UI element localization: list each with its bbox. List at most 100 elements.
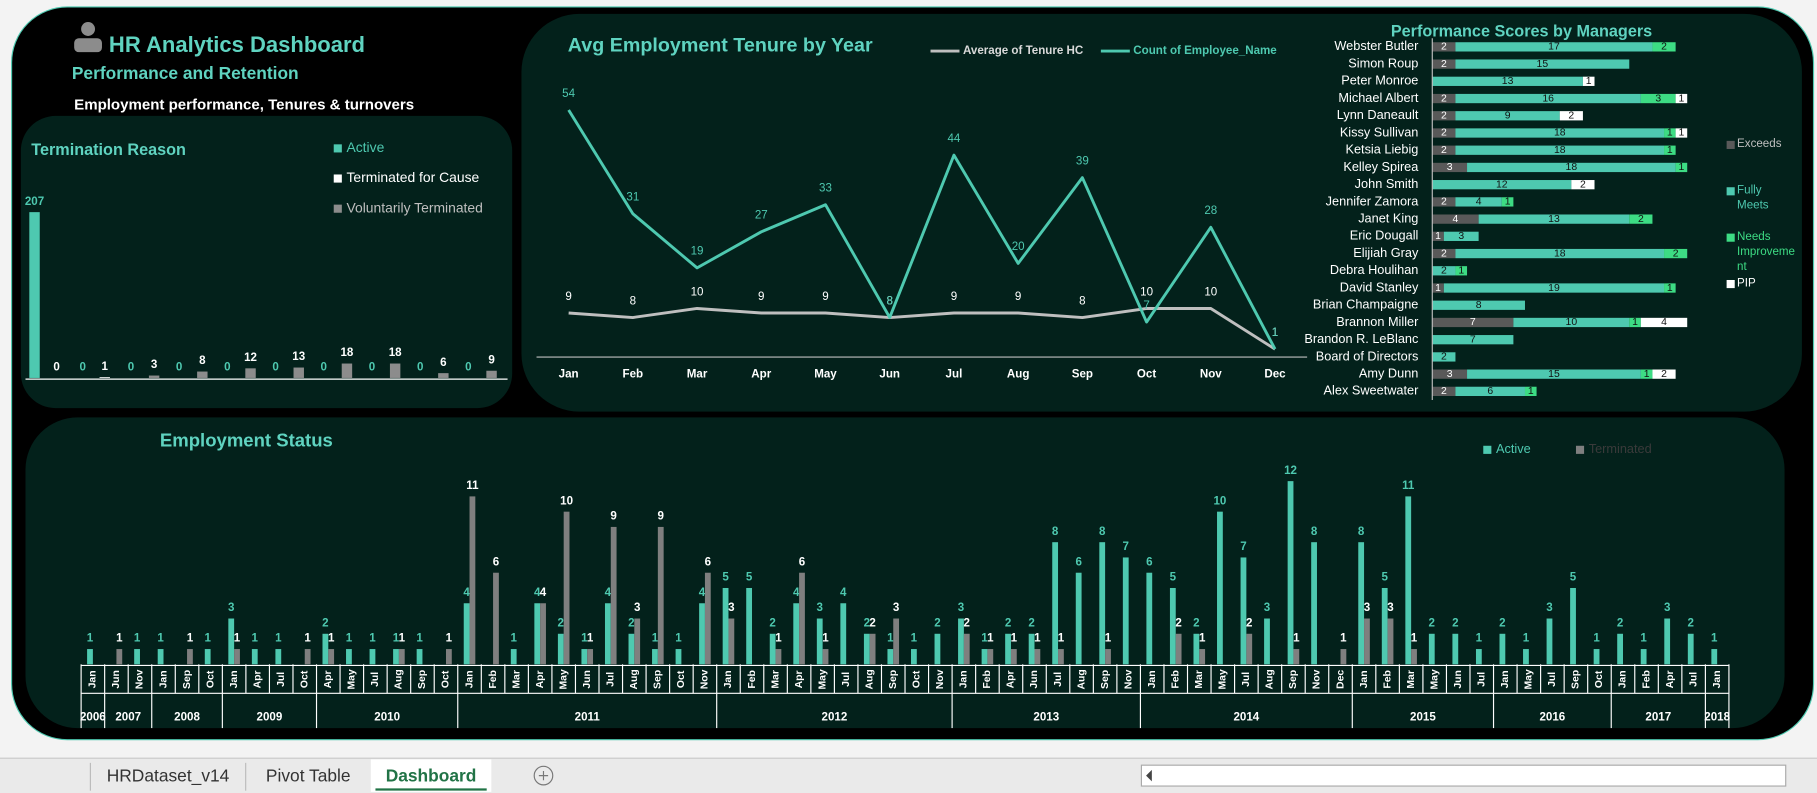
data-label: 1: [1435, 283, 1441, 294]
bar: [1387, 618, 1394, 665]
bar-segment: [1582, 76, 1595, 86]
data-label: 2: [1441, 197, 1447, 208]
x-tick-label: Jan: [1359, 670, 1370, 688]
x-group-label: 2007: [115, 712, 141, 724]
horizontal-scrollbar[interactable]: [1140, 764, 1787, 787]
bar: [587, 649, 594, 665]
data-label: 6: [705, 556, 712, 568]
chart-title: Performance Scores by Managers: [1391, 23, 1652, 41]
data-label: 1: [399, 633, 406, 645]
bar-segment: [1675, 128, 1688, 138]
data-label: 16: [1542, 93, 1554, 104]
bar: [610, 526, 617, 665]
bar-segment: [1432, 386, 1456, 397]
data-label: 7: [1470, 317, 1476, 328]
x-tick-label: Feb: [1382, 670, 1393, 689]
legend-text: Count of Employee_Name: [1133, 45, 1277, 57]
data-label: 9: [565, 291, 571, 303]
sheet-tab[interactable]: Pivot Table: [266, 765, 351, 785]
logo: [74, 22, 102, 53]
data-label: 5: [1381, 572, 1388, 584]
bar: [1246, 633, 1253, 665]
data-label: 3: [228, 602, 235, 614]
x-tick-label: Jul: [841, 672, 852, 687]
panel: [20, 115, 513, 409]
data-label: 0: [272, 362, 278, 374]
sheet-tab[interactable]: Dashboard: [386, 765, 477, 785]
data-label: 3: [1387, 602, 1394, 614]
x-group-label: 2009: [257, 712, 283, 724]
sheet-tabs: HRDataset_v14 Pivot Table Dashboard: [0, 757, 1817, 793]
bar: [775, 649, 782, 665]
add-sheet-button[interactable]: [533, 765, 554, 786]
legend-swatch: [1726, 140, 1735, 149]
sheet-tab[interactable]: HRDataset_v14: [107, 765, 230, 785]
bar: [1428, 633, 1435, 665]
y-tick-label: Amy Dunn: [1359, 365, 1418, 380]
bar: [910, 649, 917, 665]
x-tick-label: Jan: [1712, 670, 1723, 688]
bar: [1358, 542, 1365, 665]
legend-entry: PIP: [1737, 277, 1756, 290]
data-label: 1: [911, 633, 918, 645]
legend-text: Terminated: [1589, 441, 1652, 456]
x-group-label: 2015: [1410, 712, 1436, 724]
bar: [981, 649, 988, 665]
bar: [346, 649, 352, 665]
bar-segment: [1432, 93, 1456, 104]
data-label: 31: [626, 192, 639, 204]
bar-segment: [1675, 93, 1688, 104]
data-label: 2: [1617, 617, 1623, 629]
bar: [148, 375, 160, 378]
bar: [1570, 587, 1576, 665]
x-tick-label: Aug: [394, 669, 405, 689]
data-label: 2: [1246, 617, 1252, 629]
bar-segment: [1432, 266, 1456, 276]
x-tick-label: Jan: [1500, 670, 1511, 688]
y-tick-label: David Stanley: [1340, 279, 1419, 294]
data-label: 2: [1441, 59, 1447, 70]
data-label: 1: [369, 633, 376, 645]
data-label: 15: [1548, 369, 1560, 380]
data-label: 2: [1441, 93, 1447, 104]
data-label: 4: [540, 587, 547, 599]
bar-segment: [1524, 386, 1537, 397]
data-label: 28: [1204, 205, 1217, 217]
data-label: 1: [1105, 633, 1112, 645]
data-label: 2: [558, 617, 564, 629]
bar-segment: [1664, 145, 1676, 155]
y-tick-label: Simon Roup: [1348, 55, 1418, 70]
data-label: 10: [1566, 317, 1578, 328]
data-label: 8: [1358, 526, 1365, 538]
data-label: 1: [102, 361, 109, 373]
data-label: 1: [675, 633, 682, 645]
x-tick-label: Oct: [912, 670, 923, 688]
data-label: 1: [587, 633, 594, 645]
data-label: 4: [605, 587, 612, 599]
x-group-label: 2010: [374, 712, 400, 724]
bar: [245, 368, 256, 378]
data-label: 1: [1632, 317, 1638, 328]
data-label: 5: [722, 572, 729, 584]
bar: [1287, 481, 1294, 665]
data-label: 3: [728, 602, 735, 614]
bar: [398, 649, 405, 665]
data-label: 2: [1441, 128, 1447, 139]
data-label: 1: [393, 633, 400, 645]
line-series: [567, 109, 1277, 350]
data-label: 8: [1099, 526, 1106, 538]
bar: [1617, 633, 1624, 665]
x-tick-label: Feb: [488, 670, 499, 689]
data-label: 1: [1644, 369, 1650, 380]
scroll-left[interactable]: [1146, 769, 1152, 782]
y-tick-label: Debra Houlihan: [1330, 262, 1418, 277]
y-tick-label: Webster Butler: [1334, 38, 1419, 53]
bar: [1381, 587, 1388, 665]
bar: [1075, 572, 1082, 665]
bar: [116, 649, 123, 665]
x-tick-label: Feb: [1170, 670, 1181, 689]
data-label: 3: [1447, 162, 1453, 173]
bar: [1664, 618, 1671, 665]
bar: [963, 633, 970, 665]
data-label: 1: [446, 633, 453, 645]
